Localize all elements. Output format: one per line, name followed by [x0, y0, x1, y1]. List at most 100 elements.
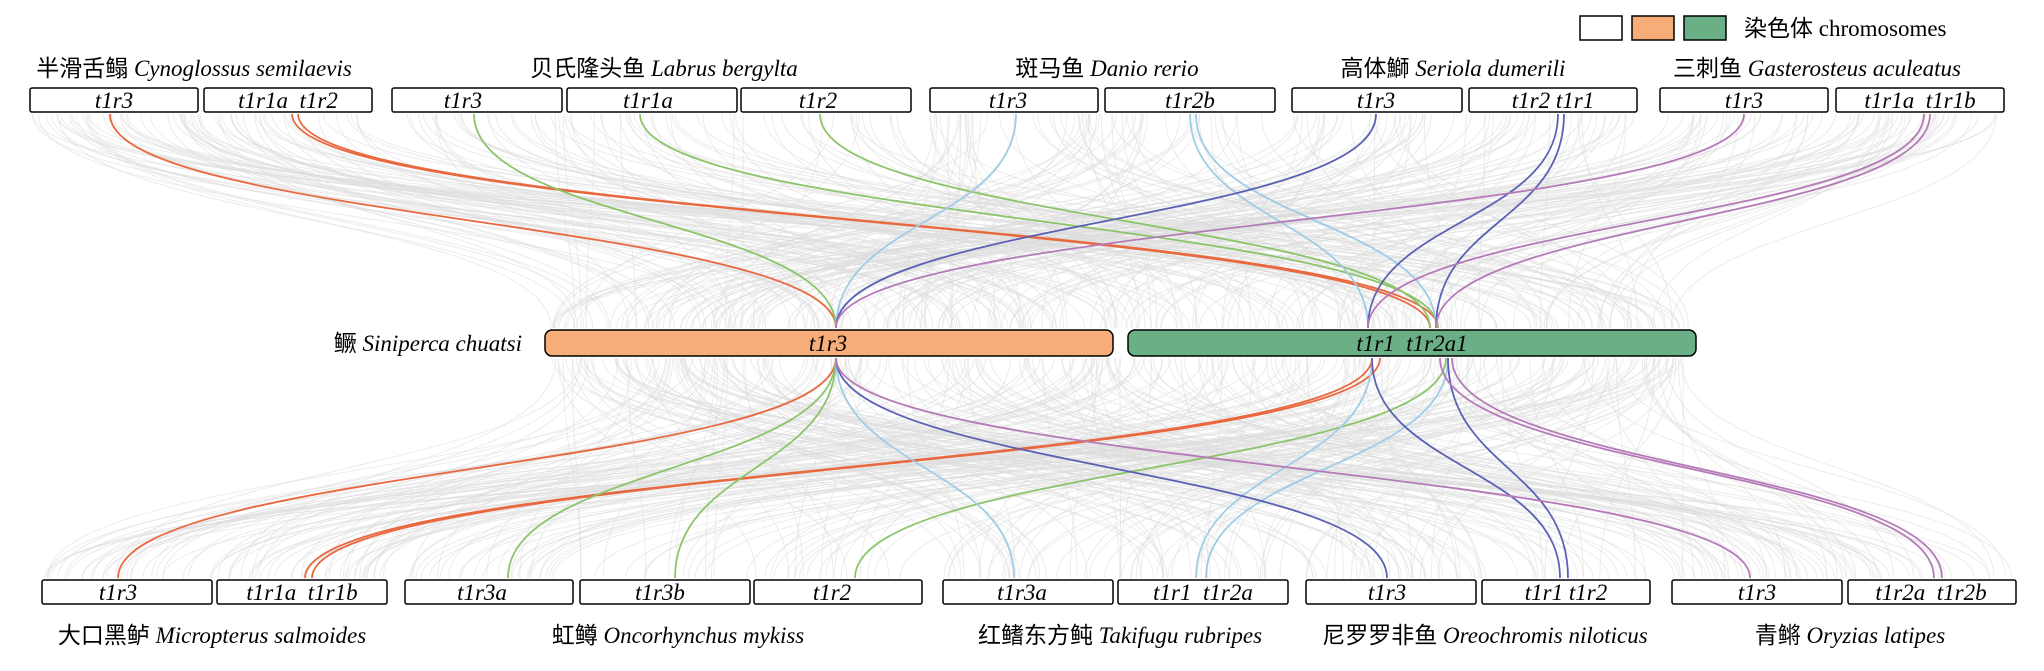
- background-link: [965, 113, 1068, 329]
- background-link: [655, 113, 1101, 329]
- background-link: [830, 357, 1088, 579]
- bottom-chr-label: t1r2a t1r2b: [1875, 580, 1986, 605]
- ortholog-link: [1435, 113, 1565, 329]
- background-link: [719, 357, 1975, 579]
- reference-chr-label-2: t1r1 t1r2a1: [1356, 331, 1467, 356]
- background-link: [767, 357, 1403, 579]
- background-link: [1142, 357, 1801, 579]
- background-link: [644, 113, 1195, 329]
- ortholog-link: [1451, 357, 1943, 579]
- bottom-chr-label: t1r3b: [635, 580, 685, 605]
- background-link: [964, 113, 1021, 329]
- species-label-oreochromis: 尼罗罗非鱼 Oreochromis niloticus: [1322, 623, 1647, 648]
- background-link: [1411, 357, 1554, 579]
- background-link: [1305, 357, 1590, 579]
- background-link: [716, 113, 1511, 329]
- background-link: [497, 357, 862, 579]
- background-link: [108, 113, 1498, 329]
- background-link: [619, 113, 637, 329]
- background-link: [1308, 113, 1598, 329]
- background-link: [1274, 357, 1768, 579]
- background-link: [1463, 113, 1939, 329]
- background-link: [510, 113, 1267, 329]
- bottom-chr-label: t1r3: [1738, 580, 1776, 605]
- ortholog-link: [835, 357, 1015, 579]
- ortholog-link: [1435, 113, 1931, 329]
- background-link: [1305, 357, 1480, 579]
- bot-chr-takifugu-2: [1117, 579, 1289, 605]
- background-link: [1107, 357, 1947, 579]
- top-chr-cynoglossus-2: [203, 87, 373, 113]
- background-link: [615, 357, 1940, 579]
- background-link: [1152, 357, 1765, 579]
- background-link: [1581, 113, 1638, 329]
- background-link: [794, 357, 832, 579]
- background-link: [299, 113, 707, 329]
- ortholog-link: [109, 113, 837, 329]
- top-chr-labrus-1: [391, 87, 563, 113]
- background-link: [1389, 113, 1927, 329]
- background-link: [649, 113, 1352, 329]
- background-link: [680, 357, 1475, 579]
- background-link: [601, 113, 805, 329]
- background-link: [948, 357, 1366, 579]
- background-link: [592, 357, 956, 579]
- background-link: [951, 357, 1164, 579]
- background-link: [1545, 113, 1887, 329]
- legend-swatch-white: [1579, 15, 1623, 41]
- ortholog-link: [819, 113, 1431, 329]
- ortholog-link: [473, 113, 837, 329]
- background-link: [1373, 113, 1376, 329]
- background-link: [1032, 113, 1633, 329]
- background-link: [1013, 113, 1146, 329]
- background-link: [1125, 113, 1956, 329]
- background-link: [1155, 113, 1607, 329]
- bot-chr-micropterus-1: [41, 579, 213, 605]
- background-link: [1678, 357, 1726, 579]
- ortholog-link: [854, 357, 1447, 579]
- background-link: [486, 357, 674, 579]
- background-link: [676, 357, 1048, 579]
- background-link: [519, 357, 632, 579]
- background-link: [120, 357, 1074, 579]
- background-link: [733, 113, 1317, 329]
- background-link: [1100, 113, 1746, 329]
- background-link: [219, 113, 578, 329]
- background-link: [1227, 113, 1530, 329]
- background-link: [312, 357, 987, 579]
- background-link: [1354, 113, 1911, 329]
- background-link: [564, 113, 1339, 329]
- species-label-oncorhynchus: 虹鳟 Oncorhynchus mykiss: [552, 623, 805, 648]
- legend-swatch-green: [1683, 15, 1727, 41]
- species-label-danio: 斑马鱼 Danio rerio: [1015, 56, 1198, 81]
- background-link: [1107, 357, 1723, 579]
- background-link: [1496, 357, 1730, 579]
- background-link: [1429, 357, 1777, 579]
- background-link: [179, 113, 1507, 329]
- background-link: [1512, 113, 1702, 329]
- background-link: [1268, 113, 1412, 329]
- background-link: [1131, 113, 1406, 329]
- background-link: [1155, 357, 1655, 579]
- background-link: [1020, 113, 1836, 329]
- background-link: [570, 113, 1027, 329]
- background-link: [698, 357, 1911, 579]
- top-chr-labrus-2: [566, 87, 738, 113]
- background-link: [217, 357, 815, 579]
- background-link: [87, 113, 594, 329]
- top-chr-label: t1r3: [95, 88, 133, 113]
- background-link: [858, 113, 1798, 329]
- background-link: [565, 357, 1317, 579]
- top-chr-label: t1r3: [1357, 88, 1395, 113]
- background-link: [106, 357, 1141, 579]
- species-label-cynoglossus: 半滑舌鳎 Cynoglossus semilaevis: [36, 56, 352, 81]
- background-link: [727, 113, 1761, 329]
- background-link: [584, 357, 890, 579]
- background-link: [1583, 357, 1914, 579]
- top-chr-label: t1r2 t1r1: [1512, 88, 1594, 113]
- legend: 染色体 chromosomes: [1579, 15, 1947, 41]
- background-link: [82, 113, 1432, 329]
- background-link: [751, 113, 1530, 329]
- bot-chr-oreochromis-2: [1481, 579, 1651, 605]
- background-link: [576, 113, 1298, 329]
